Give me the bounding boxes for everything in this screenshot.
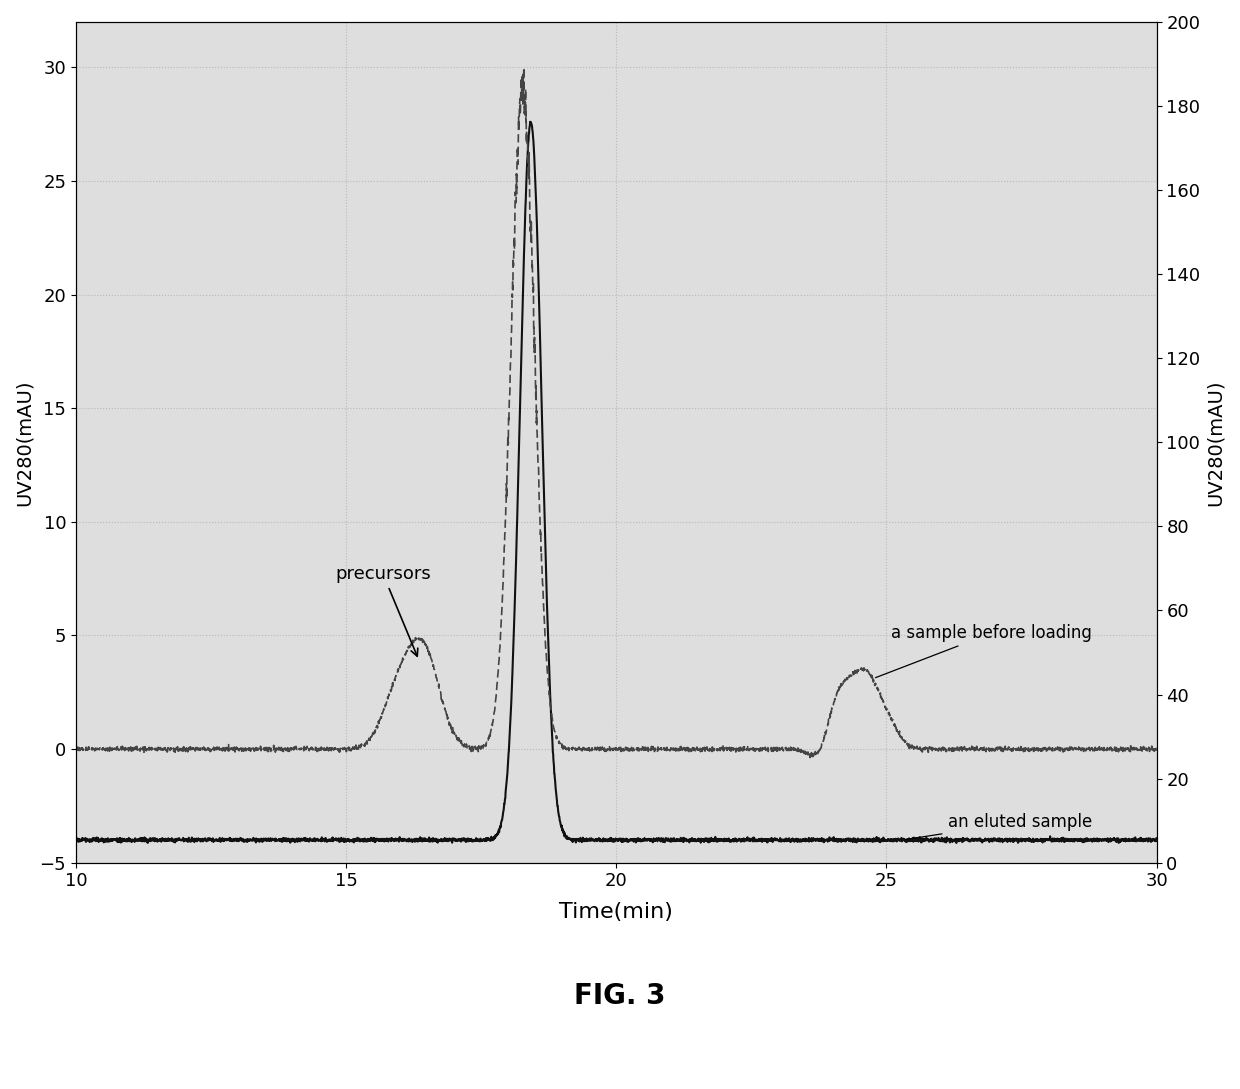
Y-axis label: UV280(mAU): UV280(mAU) [1207,379,1225,505]
Text: FIG. 3: FIG. 3 [574,982,666,1011]
Y-axis label: UV280(mAU): UV280(mAU) [15,379,33,505]
Text: a sample before loading: a sample before loading [875,624,1091,677]
Text: an eluted sample: an eluted sample [905,812,1091,840]
Text: precursors: precursors [335,565,432,657]
X-axis label: Time(min): Time(min) [559,902,673,921]
